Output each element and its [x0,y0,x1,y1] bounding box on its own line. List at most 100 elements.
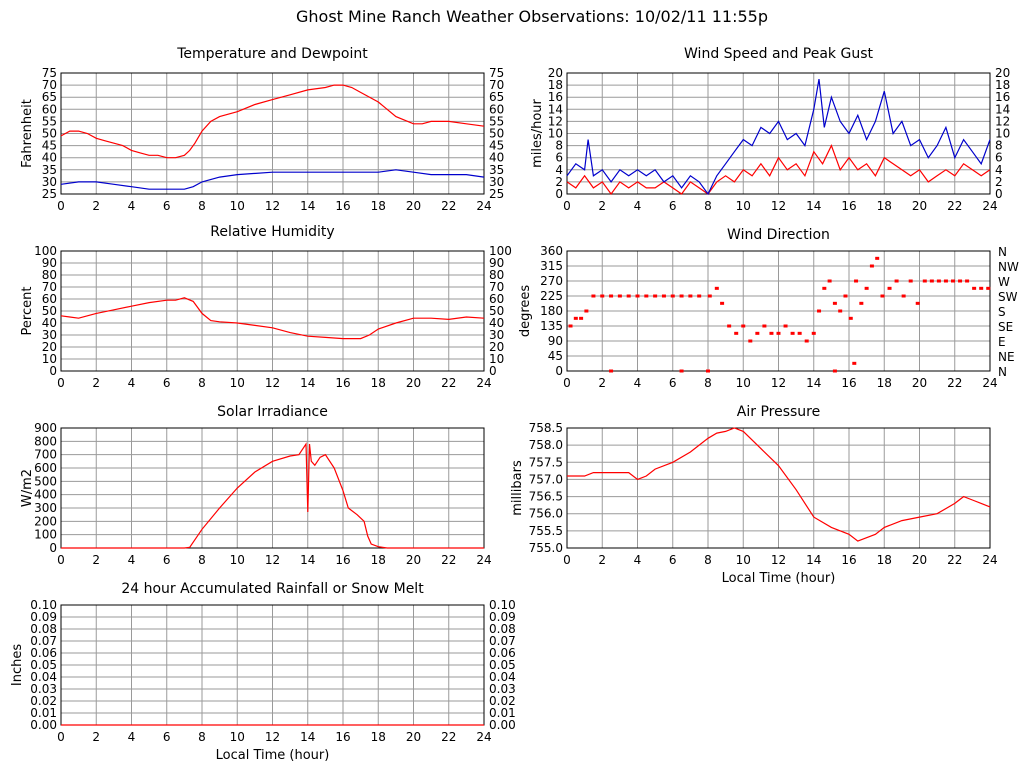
x-tick-label: 2 [598,553,606,567]
y-tick-label: 0.00 [30,718,57,732]
chart-rainfall: 24 hour Accumulated Rainfall or Snow Mel… [10,581,516,763]
y-tick-label-right: 4 [995,163,1003,177]
y-tick-label-right: 60 [489,102,504,116]
x-tick-label: 6 [163,199,171,213]
chart-title: 24 hour Accumulated Rainfall or Snow Mel… [121,581,424,597]
x-tick-label: 4 [634,376,642,390]
y-tick-label-right: 10 [995,127,1010,141]
series-line [60,84,485,159]
scatter-point [727,324,732,328]
y-tick-label: 25 [42,187,57,201]
y-tick-label: 0 [555,187,563,201]
x-tick-label: 0 [57,553,65,567]
scatter-point [979,286,984,290]
chart-title: Wind Speed and Peak Gust [684,46,873,62]
scatter-point [854,279,859,283]
y-tick-label: 757.0 [529,472,563,486]
scatter-point [617,294,622,298]
x-tick-label: 12 [771,553,786,567]
y-tick-label: 45 [42,139,57,153]
x-tick-label: 18 [371,730,386,744]
x-tick-label: 6 [669,553,677,567]
y-tick-label-right: 12 [995,114,1010,128]
plot-frame [566,427,991,549]
scatter-point [869,264,874,268]
y-tick-label: 135 [540,319,563,333]
y-tick-label-right: 0.08 [489,622,516,636]
x-tick-label: 24 [982,376,997,390]
x-tick-label: 2 [598,199,606,213]
y-tick-label: 12 [548,114,563,128]
y-tick-label: 30 [42,175,57,189]
scatter-point [741,324,746,328]
y-tick-label: 755.0 [529,541,563,555]
chart-title: Air Pressure [737,404,820,420]
scatter-point [894,279,899,283]
y-tick-label-right: 0 [489,364,497,378]
scatter-point [661,294,666,298]
x-tick-label: 2 [92,376,100,390]
x-tick-label: 12 [265,730,280,744]
y-tick-label: 10 [548,127,563,141]
y-tick-label-right: 65 [489,90,504,104]
x-tick-label: 10 [736,376,751,390]
x-tick-label: 8 [704,553,712,567]
scatter-point [797,331,802,335]
y-tick-label-right: 0.03 [489,682,516,696]
scatter-point [958,279,963,283]
x-tick-label: 20 [912,553,927,567]
x-tick-label: 14 [806,553,821,567]
scatter-point [817,309,822,313]
scatter-point [568,324,573,328]
scatter-point [915,301,920,305]
x-tick-label: 10 [736,199,751,213]
plot-frame [566,72,991,195]
y-axis-label: Inches [10,644,25,686]
x-tick-label: 22 [947,376,962,390]
x-tick-label: 2 [598,376,606,390]
x-tick-label: 16 [335,553,350,567]
y-tick-label-right: 2 [995,175,1003,189]
x-tick-label: 0 [57,730,65,744]
y-tick-label: 90 [548,334,563,348]
scatter-point [832,369,837,373]
compass-label: N [998,245,1007,259]
x-tick-label: 16 [841,199,856,213]
scatter-point [972,286,977,290]
chart-title: Wind Direction [727,227,830,243]
x-tick-label: 4 [128,376,136,390]
y-tick-label-right: 75 [489,66,504,80]
x-tick-label: 12 [265,199,280,213]
scatter-point [859,301,864,305]
scatter-point [922,279,927,283]
x-tick-label: 20 [406,553,421,567]
x-tick-label: 18 [371,199,386,213]
y-tick-label-right: 100 [489,244,512,258]
x-tick-label: 16 [335,730,350,744]
y-tick-label: 10 [42,352,57,366]
x-tick-label: 16 [841,553,856,567]
y-tick-label: 0.01 [30,706,57,720]
series-line [567,427,991,542]
x-tick-label: 12 [265,376,280,390]
scatter-point [714,286,719,290]
scatter-point [579,316,584,320]
scatter-point [838,309,843,313]
y-tick-label: 100 [34,528,57,542]
x-tick-label: 18 [371,553,386,567]
y-axis-label: degrees [518,285,533,338]
x-tick-label: 20 [406,376,421,390]
y-tick-label-right: 0.00 [489,718,516,732]
y-tick-label: 900 [34,421,57,435]
chart-title: Solar Irradiance [217,404,328,420]
scatter-point [783,324,788,328]
plot-frame [60,72,485,195]
y-tick-label-right: 70 [489,78,504,92]
y-tick-label-right: 50 [489,127,504,141]
y-tick-label: 800 [34,434,57,448]
compass-label: S [998,305,1006,319]
scatter-point [887,286,892,290]
x-tick-label: 24 [476,199,491,213]
